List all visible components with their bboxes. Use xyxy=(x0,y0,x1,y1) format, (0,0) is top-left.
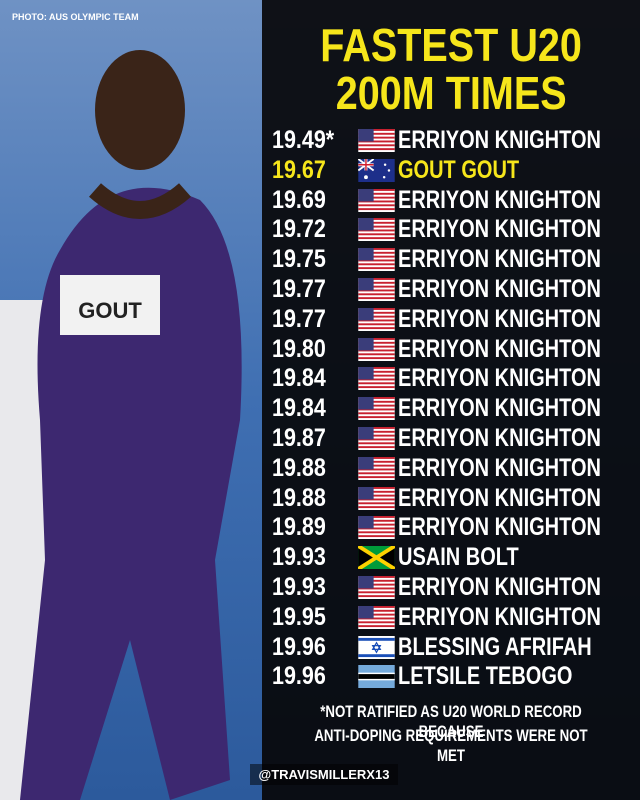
handle: @TRAVISMILLERX13 xyxy=(250,764,398,785)
athlete: GOUT GOUT xyxy=(398,155,520,184)
text: ANTI-DOPING REQUIREMENTS WERE NOT MET xyxy=(314,726,588,765)
time: 19.72 xyxy=(272,215,326,244)
time: 19.96 xyxy=(272,662,326,691)
list-row: 19.89 ERRIYON KNIGHTON xyxy=(272,512,632,542)
list-row: 19.96 LETSILE TEBOGO xyxy=(272,661,632,691)
athlete: ERRIYON KNIGHTON xyxy=(398,394,601,423)
athlete: BLESSING AFRIFAH xyxy=(398,632,592,661)
list-row: 19.67 GOUT GOUT xyxy=(272,155,632,185)
flag xyxy=(358,487,395,510)
time: 19.77 xyxy=(272,304,326,333)
flag xyxy=(358,218,395,241)
list-row: 19.87 ERRIYON KNIGHTON xyxy=(272,423,632,453)
flag xyxy=(358,367,395,390)
athlete: USAIN BOLT xyxy=(398,543,519,572)
athlete: ERRIYON KNIGHTON xyxy=(398,423,601,452)
list-row: 19.84 ERRIYON KNIGHTON xyxy=(272,393,632,423)
time: 19.95 xyxy=(272,602,326,631)
time: 19.49* xyxy=(272,126,335,154)
list-row: 19.77 ERRIYON KNIGHTON xyxy=(272,274,632,304)
list-row: 19.93 ERRIYON KNIGHTON xyxy=(272,572,632,602)
flag xyxy=(358,278,395,301)
time: 19.80 xyxy=(272,334,326,363)
flag xyxy=(358,606,395,629)
athlete: ERRIYON KNIGHTON xyxy=(398,126,601,154)
flag xyxy=(358,457,395,480)
title-line: FASTEST U20 xyxy=(262,22,640,68)
time: 19.67 xyxy=(272,155,326,184)
athlete: ERRIYON KNIGHTON xyxy=(398,513,601,542)
list-panel xyxy=(262,0,640,800)
list-row: 19.93 USAIN BOLT xyxy=(272,542,632,572)
title-line: 200M TIMES xyxy=(262,70,640,116)
list-row: 19.77 ERRIYON KNIGHTON xyxy=(272,304,632,334)
athlete: ERRIYON KNIGHTON xyxy=(398,245,601,274)
athlete: ERRIYON KNIGHTON xyxy=(398,185,601,214)
time: 19.88 xyxy=(272,483,326,512)
athlete: ERRIYON KNIGHTON xyxy=(398,274,601,303)
athlete: ERRIYON KNIGHTON xyxy=(398,483,601,512)
list-row: 19.75 ERRIYON KNIGHTON xyxy=(272,244,632,274)
flag xyxy=(358,516,395,539)
flag xyxy=(358,636,395,659)
athlete: ERRIYON KNIGHTON xyxy=(398,334,601,363)
athlete: ERRIYON KNIGHTON xyxy=(398,215,601,244)
flag xyxy=(358,338,395,361)
flag xyxy=(358,189,395,212)
list-row: 19.80 ERRIYON KNIGHTON xyxy=(272,334,632,364)
flag xyxy=(358,397,395,420)
time: 19.87 xyxy=(272,423,326,452)
list-row: 19.88 ERRIYON KNIGHTON xyxy=(272,453,632,483)
text: *NOT RATIFIED AS U20 WORLD RECORD BECAUS… xyxy=(320,702,582,741)
flag xyxy=(358,159,395,182)
flag xyxy=(358,665,395,688)
flag xyxy=(358,248,395,271)
time: 19.69 xyxy=(272,185,326,214)
time: 19.89 xyxy=(272,513,326,542)
flag xyxy=(358,129,395,152)
athlete: LETSILE TEBOGO xyxy=(398,662,573,691)
list-row: 19.72 ERRIYON KNIGHTON xyxy=(272,214,632,244)
time: 19.84 xyxy=(272,394,326,423)
athlete: ERRIYON KNIGHTON xyxy=(398,364,601,393)
list-row: 19.69 ERRIYON KNIGHTON xyxy=(272,185,632,215)
times-list: 19.49* ERRIYON KNIGHTON 19.67 GOUT GOUT 19… xyxy=(272,125,632,691)
flag xyxy=(358,308,395,331)
bib-text: GOUT xyxy=(78,298,142,323)
list-row: 19.49* ERRIYON KNIGHTON xyxy=(272,125,632,155)
athlete: ERRIYON KNIGHTON xyxy=(398,304,601,333)
athlete: ERRIYON KNIGHTON xyxy=(398,453,601,482)
footnote-line: *NOT RATIFIED AS U20 WORLD RECORD BECAUS… xyxy=(262,702,640,742)
athlete: ERRIYON KNIGHTON xyxy=(398,602,601,631)
time: 19.77 xyxy=(272,274,326,303)
athlete: ERRIYON KNIGHTON xyxy=(398,572,601,601)
photo-credit: PHOTO: AUS OLYMPIC TEAM xyxy=(12,12,139,22)
time: 19.75 xyxy=(272,245,326,274)
time: 19.96 xyxy=(272,632,326,661)
flag xyxy=(358,427,395,450)
text: FASTEST U20 xyxy=(320,19,582,71)
time: 19.93 xyxy=(272,543,326,572)
flag xyxy=(358,576,395,599)
list-row: 19.88 ERRIYON KNIGHTON xyxy=(272,483,632,513)
list-row: 19.84 ERRIYON KNIGHTON xyxy=(272,363,632,393)
time: 19.88 xyxy=(272,453,326,482)
list-row: 19.95 ERRIYON KNIGHTON xyxy=(272,602,632,632)
text: 200M TIMES xyxy=(335,67,567,119)
race-bib xyxy=(60,275,160,335)
time: 19.84 xyxy=(272,364,326,393)
time: 19.93 xyxy=(272,572,326,601)
footnote-line: ANTI-DOPING REQUIREMENTS WERE NOT MET xyxy=(262,726,640,766)
list-row: 19.96 BLESSING AFRIFAH xyxy=(272,632,632,662)
flag xyxy=(358,546,395,569)
